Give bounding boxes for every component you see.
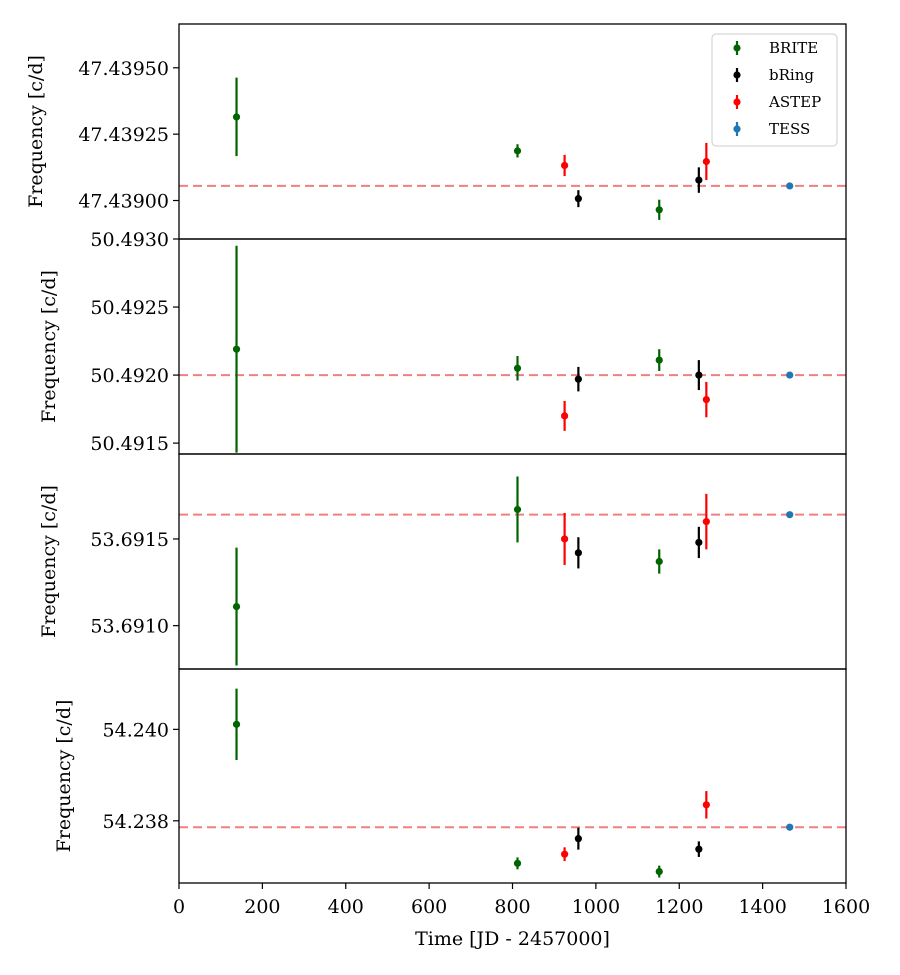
y-tick-label: 47.43950 <box>78 58 169 80</box>
legend-label-bring: bRing <box>769 66 814 84</box>
x-tick-label: 1200 <box>655 896 703 918</box>
data-point-brite <box>655 557 663 566</box>
data-point-bring <box>574 375 582 383</box>
data-point-astep <box>702 395 710 404</box>
data-point-astep <box>561 412 569 420</box>
data-point-bring <box>695 538 703 547</box>
legend-label-astep: ASTEP <box>768 93 821 111</box>
data-point-brite <box>232 113 241 121</box>
data-point-bring <box>695 176 703 184</box>
x-tick-label: 600 <box>411 896 447 918</box>
data-point-tess <box>786 823 794 831</box>
data-point-astep <box>702 157 710 166</box>
data-point-tess <box>786 511 794 519</box>
data-point-brite <box>232 720 241 728</box>
data-point-bring <box>574 195 582 203</box>
y-tick-label: 50.4915 <box>90 433 169 455</box>
data-point-brite <box>513 147 522 155</box>
x-tick-label: 1400 <box>738 896 786 918</box>
x-tick-label: 400 <box>328 896 364 918</box>
y-tick-label: 53.6915 <box>90 529 169 551</box>
y-tick-label: 50.4930 <box>90 229 169 251</box>
y-tick-label: 53.6910 <box>90 616 169 638</box>
y-tick-label: 50.4925 <box>90 297 169 319</box>
x-tick-label: 1600 <box>822 896 870 918</box>
x-tick-label: 1000 <box>572 896 620 918</box>
data-point-bring <box>695 845 703 853</box>
data-point-brite <box>655 867 663 876</box>
panel-frame <box>178 668 847 884</box>
legend-label-brite: BRITE <box>769 39 818 57</box>
data-point-astep <box>561 161 569 170</box>
legend-dot-tess <box>733 125 741 133</box>
data-point-bring <box>695 371 703 379</box>
legend-dot-brite <box>733 44 741 52</box>
y-tick-label: 47.43925 <box>78 124 169 146</box>
legend-box <box>711 33 838 147</box>
x-tick-label: 0 <box>173 896 185 918</box>
data-point-brite <box>232 345 241 353</box>
x-axis: 0 200 400 600 800 1000 1200 1400 1600 Time [JD - … <box>173 883 870 950</box>
panel-frame <box>178 453 847 670</box>
y-axis-label: Frequency [c/d] <box>38 270 60 423</box>
data-point-tess <box>786 182 794 190</box>
data-point-brite <box>655 356 663 364</box>
data-point-tess <box>786 371 794 379</box>
x-tick-label: 200 <box>244 896 280 918</box>
data-point-bring <box>574 835 582 843</box>
data-point-bring <box>574 549 582 557</box>
y-axis-label: Frequency [c/d] <box>53 700 75 853</box>
panel-4: 54.238 54.240 Frequency [c/d] <box>53 668 847 884</box>
data-point-astep <box>561 535 569 543</box>
y-tick-label: 54.240 <box>103 719 169 741</box>
data-point-brite <box>232 602 241 611</box>
x-axis-label: Time [JD - 2457000] <box>415 928 610 950</box>
data-point-brite <box>513 505 522 514</box>
y-axis-label: Frequency [c/d] <box>25 55 47 208</box>
x-tick-label: 800 <box>494 896 530 918</box>
data-point-brite <box>513 859 522 867</box>
data-point-astep <box>561 850 569 858</box>
y-tick-label: 47.43900 <box>78 191 169 213</box>
y-tick-label: 50.4920 <box>90 365 169 387</box>
data-point-brite <box>655 206 663 214</box>
data-point-brite <box>513 364 522 372</box>
panel-1: 47.43900 47.43925 47.43950 Frequency [c/d] <box>25 23 847 240</box>
data-point-astep <box>702 801 710 809</box>
panel-2: 50.4915 50.4920 50.4925 50.4930 Frequency [c… <box>38 229 847 455</box>
panel-3: 53.6910 53.6915 Frequency [c/d] <box>38 453 847 670</box>
legend-label-tess: TESS <box>769 120 810 138</box>
legend-dot-astep <box>733 98 741 106</box>
data-point-astep <box>702 518 710 526</box>
legend: BRITE bRing ASTEP TESS <box>711 33 838 147</box>
legend-dot-bring <box>733 71 741 79</box>
panel-frame <box>178 238 847 455</box>
y-tick-label: 54.238 <box>103 811 169 833</box>
y-axis-label: Frequency [c/d] <box>38 485 60 638</box>
